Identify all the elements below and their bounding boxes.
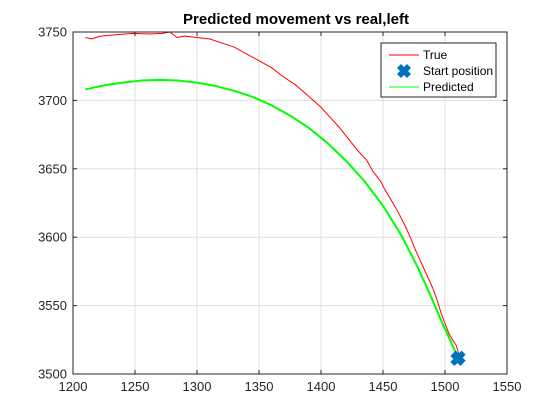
- x-tick-label: 1500: [431, 379, 460, 394]
- legend: True Start position Predicted: [380, 42, 497, 98]
- legend-marker-start-position: [397, 64, 411, 78]
- axis-ticks: 1200 1250 1300 1350 1400 1450 1500 1550 3500 3550…: [38, 25, 521, 395]
- start-position-marker: [450, 351, 465, 366]
- legend-entry-true: True: [389, 48, 448, 62]
- y-tick-label: 3750: [38, 25, 67, 40]
- x-tick-label: 1250: [121, 379, 150, 394]
- y-tick-label: 3700: [38, 93, 67, 108]
- series-line-predicted: [85, 78, 458, 354]
- x-tick-label: 1200: [59, 379, 88, 394]
- legend-label-predicted: Predicted: [423, 80, 474, 94]
- x-tick-label: 1450: [369, 379, 398, 394]
- y-tick-label: 3650: [38, 161, 67, 176]
- x-tick-label: 1300: [183, 379, 212, 394]
- y-tick-label: 3500: [38, 367, 67, 382]
- series-line-true: [85, 31, 460, 358]
- x-tick-label: 1400: [307, 379, 336, 394]
- legend-entry-start-position: Start position: [397, 64, 493, 78]
- x-tick-label: 1550: [493, 379, 522, 394]
- chart-title: Predicted movement vs real,left: [183, 11, 409, 28]
- axes-frame: [72, 31, 508, 375]
- x-tick-label: 1350: [245, 379, 274, 394]
- legend-label-start-position: Start position: [423, 64, 493, 78]
- legend-label-true: True: [423, 48, 448, 62]
- legend-entry-predicted: Predicted: [389, 80, 474, 94]
- y-tick-label: 3600: [38, 230, 67, 245]
- y-tick-label: 3550: [38, 298, 67, 313]
- series-layer: [85, 31, 466, 366]
